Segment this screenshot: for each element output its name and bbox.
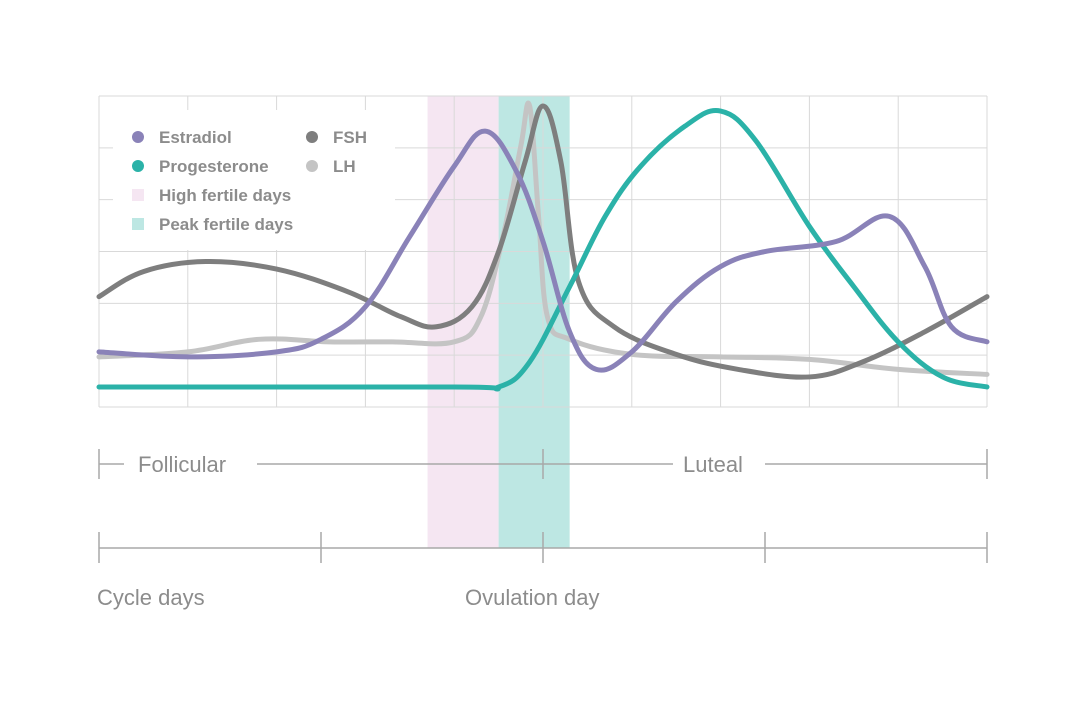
- legend-estradiol-label: Estradiol: [159, 128, 232, 147]
- legend-lh-marker: [306, 160, 318, 172]
- legend-peak-fertile-label: Peak fertile days: [159, 215, 293, 234]
- lh-line: [96, 100, 990, 377]
- legend-fsh-label: FSH: [333, 128, 367, 147]
- phase-follicular-label: Follicular: [138, 452, 226, 477]
- cycle-day-axis: [98, 532, 988, 563]
- legend-lh-label: LH: [333, 157, 356, 176]
- high-fertile-band: [427, 96, 499, 548]
- legend-peak-fertile-swatch: [132, 218, 144, 230]
- hormone-series: [96, 100, 990, 392]
- legend-progesterone-marker: [132, 160, 144, 172]
- fsh-line: [96, 103, 990, 380]
- legend: Estradiol FSH Progesterone LH High ferti…: [113, 110, 395, 250]
- cycle-days-label: Cycle days: [97, 585, 205, 610]
- phase-bar: Follicular Luteal: [98, 449, 988, 479]
- legend-progesterone-label: Progesterone: [159, 157, 269, 176]
- legend-fsh-marker: [306, 131, 318, 143]
- legend-estradiol-marker: [132, 131, 144, 143]
- legend-background: [113, 110, 395, 250]
- legend-high-fertile-swatch: [132, 189, 144, 201]
- phase-luteal-label: Luteal: [683, 452, 743, 477]
- ovulation-day-label: Ovulation day: [465, 585, 600, 610]
- progesterone-line: [96, 108, 990, 392]
- estradiol-line: [96, 128, 990, 373]
- legend-high-fertile-label: High fertile days: [159, 186, 291, 205]
